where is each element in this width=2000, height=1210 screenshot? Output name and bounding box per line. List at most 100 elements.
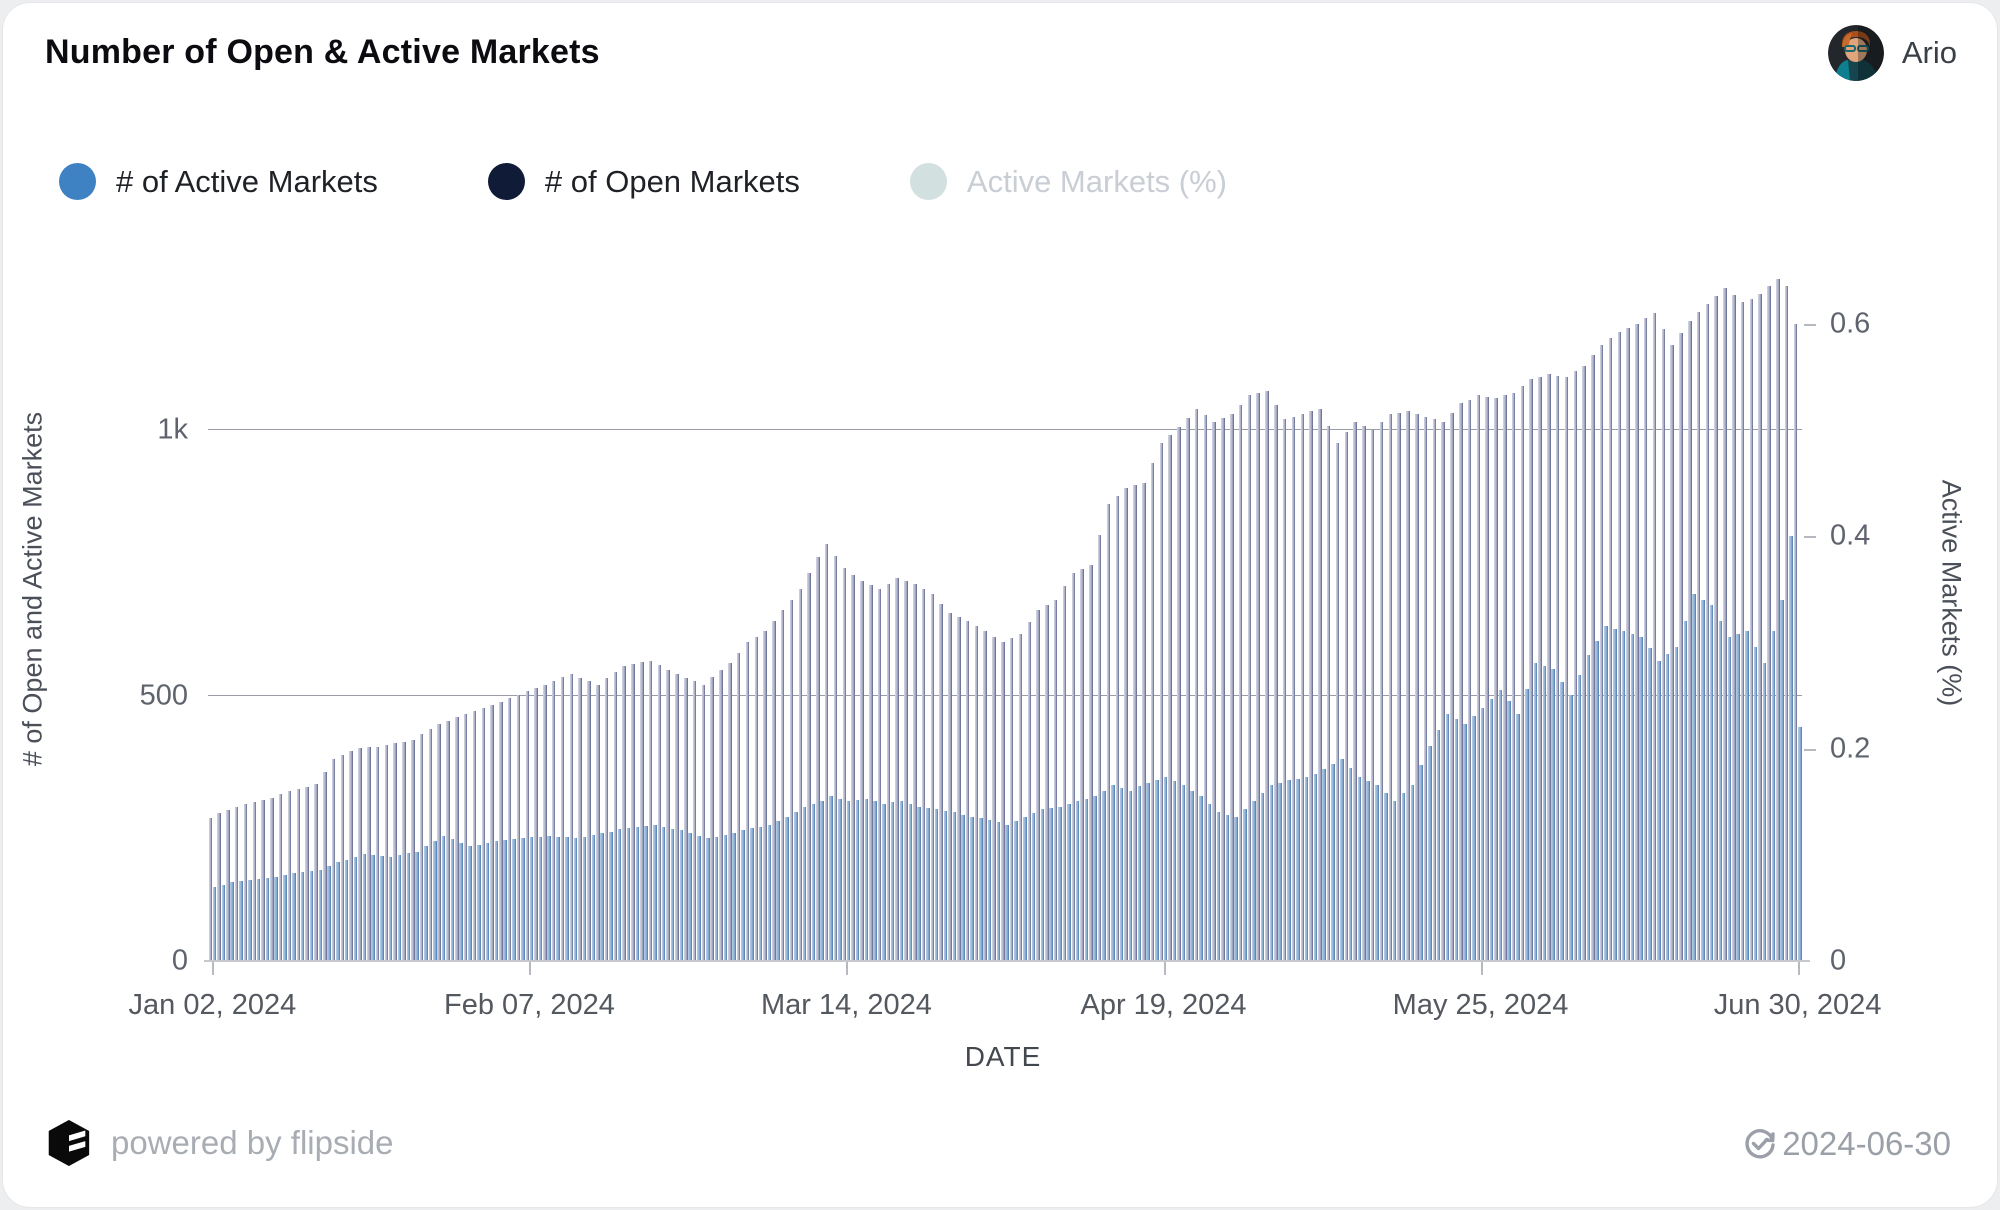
- bar-open-markets[interactable]: [1599, 344, 1604, 961]
- bar-open-markets[interactable]: [851, 574, 855, 961]
- bar-open-markets[interactable]: [824, 543, 829, 961]
- bar-open-markets[interactable]: [1679, 333, 1683, 961]
- bar-open-markets[interactable]: [569, 673, 574, 961]
- bar-active-markets[interactable]: [344, 859, 349, 961]
- bar-open-markets[interactable]: [1423, 416, 1428, 961]
- bar-active-markets[interactable]: [1542, 665, 1547, 961]
- bar-active-markets[interactable]: [380, 855, 384, 961]
- bar-open-markets[interactable]: [278, 794, 283, 961]
- bar-active-markets[interactable]: [873, 801, 877, 961]
- bar-open-markets[interactable]: [1282, 419, 1287, 961]
- bar-open-markets[interactable]: [1326, 426, 1331, 961]
- bar-active-markets[interactable]: [1384, 793, 1388, 961]
- bar-open-markets[interactable]: [322, 772, 327, 961]
- bar-open-markets[interactable]: [455, 717, 459, 961]
- bar-active-markets[interactable]: [1595, 640, 1599, 961]
- bar-open-markets[interactable]: [728, 663, 732, 961]
- bar-open-markets[interactable]: [261, 800, 265, 961]
- bar-open-markets[interactable]: [1758, 294, 1762, 961]
- bar-open-markets[interactable]: [1089, 565, 1093, 961]
- bar-open-markets[interactable]: [675, 673, 679, 961]
- bar-open-markets[interactable]: [1432, 419, 1437, 961]
- bar-open-markets[interactable]: [1626, 327, 1630, 961]
- bar-open-markets[interactable]: [226, 810, 230, 961]
- bar-active-markets[interactable]: [1789, 535, 1793, 961]
- bar-open-markets[interactable]: [1106, 504, 1111, 961]
- bar-open-markets[interactable]: [868, 584, 873, 961]
- bar-open-markets[interactable]: [939, 603, 943, 961]
- bar-active-markets[interactable]: [1516, 713, 1520, 961]
- legend-item-0[interactable]: # of Active Markets: [59, 163, 378, 200]
- bar-open-markets[interactable]: [411, 739, 415, 961]
- bar-open-markets[interactable]: [1547, 374, 1551, 961]
- bar-open-markets[interactable]: [684, 677, 688, 961]
- bar-open-markets[interactable]: [428, 729, 433, 961]
- bar-active-markets[interactable]: [1436, 729, 1441, 961]
- bar-open-markets[interactable]: [1027, 622, 1032, 961]
- bar-open-markets[interactable]: [1177, 427, 1181, 961]
- bar-active-markets[interactable]: [300, 871, 305, 961]
- bar-active-markets[interactable]: [908, 803, 913, 961]
- bar-open-markets[interactable]: [208, 817, 213, 961]
- bar-active-markets[interactable]: [1657, 660, 1661, 961]
- bar-active-markets[interactable]: [1551, 668, 1555, 961]
- bar-active-markets[interactable]: [274, 876, 278, 961]
- bar-active-markets[interactable]: [750, 827, 754, 961]
- bar-open-markets[interactable]: [1353, 421, 1357, 961]
- bar-active-markets[interactable]: [864, 798, 869, 961]
- bar-open-markets[interactable]: [763, 631, 767, 961]
- bar-active-markets[interactable]: [1111, 785, 1115, 961]
- bar-open-markets[interactable]: [1062, 586, 1067, 961]
- bar-active-markets[interactable]: [1225, 814, 1230, 961]
- bar-active-markets[interactable]: [1701, 599, 1705, 961]
- bar-open-markets[interactable]: [913, 583, 917, 961]
- bar-open-markets[interactable]: [798, 588, 803, 961]
- bar-active-markets[interactable]: [1287, 780, 1291, 961]
- bar-open-markets[interactable]: [358, 748, 362, 961]
- bar-active-markets[interactable]: [1102, 790, 1106, 961]
- bar-active-markets[interactable]: [371, 855, 375, 961]
- bar-active-markets[interactable]: [1128, 790, 1133, 961]
- bar-open-markets[interactable]: [1379, 421, 1384, 961]
- bar-open-markets[interactable]: [895, 578, 899, 961]
- bar-open-markets[interactable]: [613, 671, 618, 961]
- bar-active-markets[interactable]: [741, 830, 745, 961]
- bar-active-markets[interactable]: [688, 833, 692, 961]
- bar-active-markets[interactable]: [978, 818, 983, 961]
- bar-open-markets[interactable]: [1732, 294, 1736, 961]
- bar-open-markets[interactable]: [1661, 328, 1666, 961]
- bar-active-markets[interactable]: [1357, 777, 1362, 961]
- bar-open-markets[interactable]: [1265, 391, 1269, 961]
- bar-active-markets[interactable]: [1630, 634, 1635, 961]
- bar-active-markets[interactable]: [485, 842, 490, 961]
- bar-active-markets[interactable]: [1569, 695, 1573, 961]
- bar-active-markets[interactable]: [512, 839, 516, 961]
- bar-open-markets[interactable]: [1520, 386, 1525, 961]
- bar-open-markets[interactable]: [1186, 418, 1190, 961]
- bar-open-markets[interactable]: [631, 664, 635, 961]
- bar-active-markets[interactable]: [468, 846, 472, 961]
- bar-open-markets[interactable]: [1256, 393, 1260, 961]
- bar-open-markets[interactable]: [1670, 344, 1674, 961]
- bar-active-markets[interactable]: [1560, 681, 1564, 961]
- bar-active-markets[interactable]: [397, 855, 402, 961]
- bar-active-markets[interactable]: [1296, 778, 1300, 961]
- bar-active-markets[interactable]: [547, 835, 551, 961]
- bar-open-markets[interactable]: [1309, 411, 1313, 961]
- bar-open-markets[interactable]: [1476, 395, 1481, 961]
- bar-open-markets[interactable]: [402, 741, 406, 961]
- bar-active-markets[interactable]: [318, 870, 323, 961]
- bar-open-markets[interactable]: [1018, 634, 1023, 961]
- avatar[interactable]: [1827, 25, 1884, 81]
- bar-open-markets[interactable]: [1300, 413, 1305, 961]
- bar-open-markets[interactable]: [1608, 338, 1613, 961]
- bar-open-markets[interactable]: [1555, 375, 1560, 961]
- bar-active-markets[interactable]: [705, 838, 710, 961]
- bar-active-markets[interactable]: [1445, 713, 1450, 961]
- bar-active-markets[interactable]: [565, 837, 569, 961]
- bar-open-markets[interactable]: [1415, 413, 1419, 961]
- bar-open-markets[interactable]: [551, 680, 556, 961]
- bar-active-markets[interactable]: [353, 856, 358, 961]
- bar-open-markets[interactable]: [393, 743, 397, 961]
- bar-active-markets[interactable]: [1692, 594, 1696, 961]
